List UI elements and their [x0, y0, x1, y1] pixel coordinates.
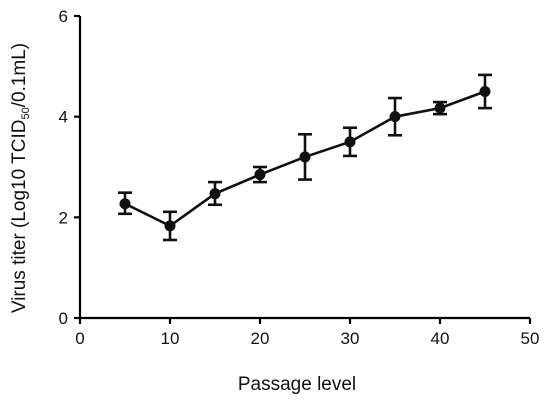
x-axis-title: Passage level — [238, 374, 356, 395]
axes: 0 10 20 30 40 50 0 2 4 6 — [59, 7, 540, 348]
x-tick-label: 0 — [75, 329, 84, 348]
y-axis-title-subscript: 50 — [20, 107, 32, 119]
x-tick-label: 50 — [521, 329, 540, 348]
data-point — [164, 220, 176, 232]
data-series — [118, 73, 492, 242]
data-point — [434, 102, 446, 114]
y-axis-title-unit: /0.1mL) — [9, 43, 30, 107]
data-point — [254, 169, 266, 181]
data-point — [209, 188, 221, 200]
x-tick-label: 10 — [161, 329, 180, 348]
y-tick-label: 0 — [59, 309, 68, 328]
x-tick-label: 20 — [251, 329, 270, 348]
data-point — [299, 151, 311, 163]
y-tick-label: 2 — [59, 208, 68, 227]
data-point — [479, 86, 491, 97]
data-point — [344, 136, 356, 148]
x-tick-label: 30 — [341, 329, 360, 348]
data-point — [389, 111, 401, 123]
y-tick-label: 6 — [59, 7, 68, 26]
y-tick-label: 4 — [59, 108, 68, 127]
y-axis-title-main: Virus titer (Log10 TCID — [9, 120, 30, 314]
data-point — [119, 198, 131, 210]
x-tick-label: 40 — [431, 329, 450, 348]
y-axis-title: Virus titer (Log10 TCID50/0.1mL) — [9, 43, 32, 313]
